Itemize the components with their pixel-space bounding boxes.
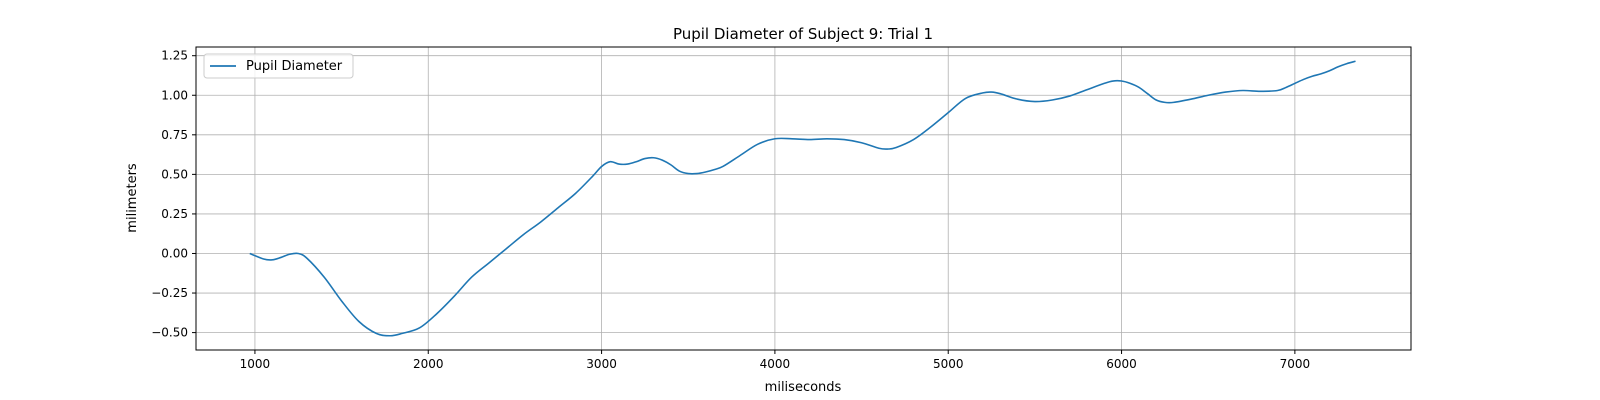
legend-label-pupil-diameter: Pupil Diameter [246,59,343,74]
y-tick-label: 1.00 [161,88,188,102]
y-tick-label: −0.50 [151,326,188,340]
plot-frame [195,46,1412,351]
x-tick-label: 5000 [933,357,964,371]
x-tick-label: 1000 [240,357,271,371]
y-tick-label: 0.25 [161,207,188,221]
x-axis-label: miliseconds [765,380,842,395]
y-axis-label: milimeters [125,163,140,233]
y-tick-label: 0.75 [161,128,188,142]
chart-title: Pupil Diameter of Subject 9: Trial 1 [673,25,933,43]
x-tick-label: 4000 [760,357,791,371]
y-tick-label: 1.25 [161,49,188,63]
x-tick-label: 7000 [1280,357,1311,371]
series-layer [249,60,1356,337]
legend-box [203,53,354,79]
x-tick-label: 3000 [586,357,617,371]
axis-ticks: 1000 2000 3000 4000 5000 6000 7000 −0.50 −0.25 0.… [151,49,1310,371]
legend: Pupil Diameter [203,53,354,79]
y-tick-label: 0.50 [161,167,188,181]
series-line-pupil-diameter [249,60,1356,337]
x-tick-label: 6000 [1106,357,1137,371]
y-tick-label: −0.25 [151,286,188,300]
x-tick-label: 2000 [413,357,444,371]
y-tick-label: 0.00 [161,246,188,260]
